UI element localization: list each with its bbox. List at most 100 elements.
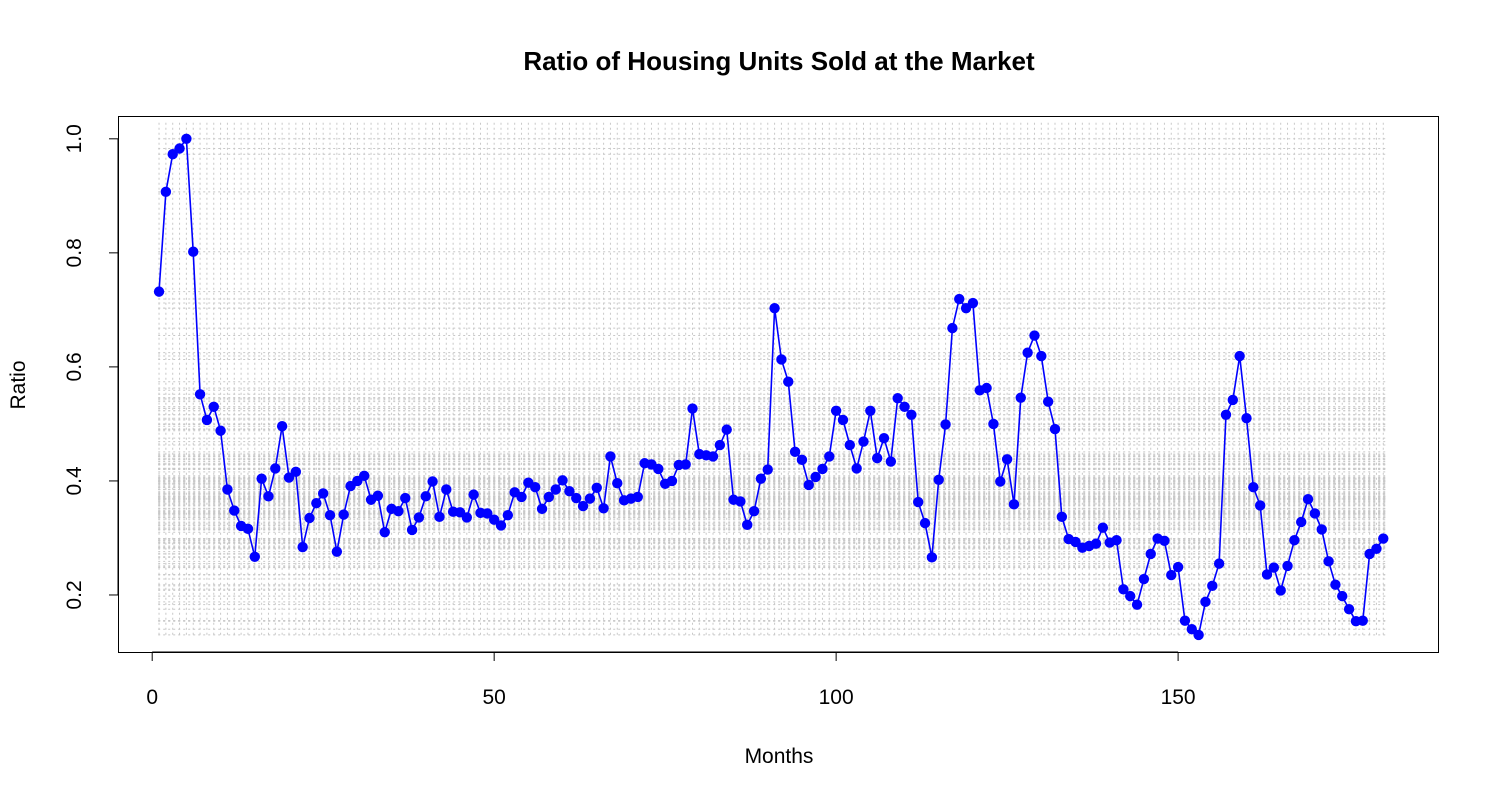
data-point [666,475,678,487]
data-point [1357,615,1368,626]
data-point [502,509,514,521]
data-point [892,393,903,404]
data-point [550,484,561,495]
data-point [913,496,924,508]
data-point [591,482,602,493]
data-point [160,186,172,198]
data-point [461,512,473,523]
data-point [229,505,240,516]
data-point [995,476,1006,487]
data-point [270,463,281,474]
data-point [482,508,493,519]
data-point [1378,533,1389,544]
data-point [605,451,616,462]
data-point [1008,499,1020,510]
data-point [858,436,869,447]
data-point [331,546,343,557]
data-point [947,322,958,334]
data-point [1234,350,1245,362]
x-axis-label: Months [745,745,814,768]
data-point [577,500,589,512]
data-point [1248,482,1259,493]
data-point [844,439,856,451]
data-point [632,491,643,503]
data-point [530,482,541,493]
data-point [742,519,753,531]
y-tick-label: 0.2 [63,580,86,609]
data-point [1268,562,1280,573]
data-point [1070,536,1081,548]
data-point [1241,413,1252,424]
data-point [735,496,746,507]
chart-title: Ratio of Housing Units Sold at the Marke… [523,46,1035,76]
data-point [434,511,445,523]
data-point [208,401,219,413]
data-point [167,149,178,160]
data-point [598,503,609,514]
data-point [1213,558,1225,569]
data-point [926,552,938,563]
data-point [967,297,979,309]
data-point [201,414,213,426]
data-point [1330,579,1341,590]
data-points [153,133,1389,641]
data-point [242,523,254,535]
data-point [263,491,274,502]
data-point [1323,556,1334,567]
data-point [1261,569,1273,580]
data-point [714,439,726,451]
data-point [153,286,165,297]
data-point [557,475,568,486]
data-point [400,492,411,504]
data-point [1097,522,1109,533]
data-point [817,463,828,475]
data-point [1275,585,1286,596]
y-tick-label: 0.6 [63,352,86,381]
x-tick-label: 0 [146,686,158,709]
data-point [427,476,438,487]
data-point [803,479,814,491]
data-point [1049,423,1061,435]
data-point [988,418,999,430]
data-point [516,491,527,503]
data-point [906,409,917,420]
data-point [762,464,773,475]
data-point [721,424,732,435]
data-point [1302,493,1314,505]
data-point [1220,409,1232,420]
data-point [249,551,260,562]
data-point [789,446,801,458]
data-point [571,492,582,504]
data-point [810,471,821,483]
data-point [1282,560,1293,572]
data-point [215,425,226,436]
data-point [222,484,233,495]
data-point [1138,573,1150,585]
data-point [707,451,719,462]
data-point [1193,629,1204,641]
data-point [564,486,575,497]
data-point [1289,535,1300,546]
data-point [899,401,910,413]
data-point [1042,396,1054,407]
data-point [954,293,965,305]
x-axis: 0 50 100 150 [146,651,1196,709]
data-point [372,490,384,501]
data-point [851,463,862,474]
data-point [359,470,370,482]
data-point [865,405,876,416]
x-tick-label: 150 [1161,686,1196,709]
data-point [1111,535,1122,546]
data-point [1015,392,1026,403]
data-point [885,456,897,467]
data-point [1343,604,1355,615]
data-point [304,512,315,524]
data-point [1125,590,1136,602]
series-line [158,136,1384,637]
data-point [393,505,404,517]
data-point [1056,511,1068,523]
data-point [830,405,842,416]
data-point [1166,569,1177,581]
data-point [1186,623,1197,635]
